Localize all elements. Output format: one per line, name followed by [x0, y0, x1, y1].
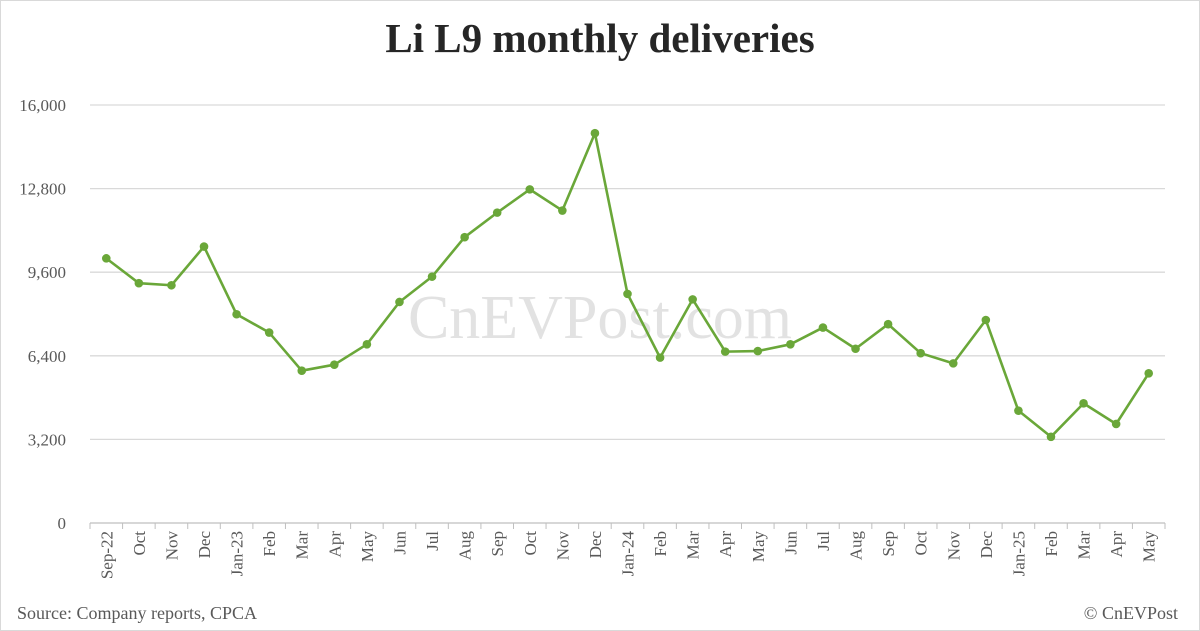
data-point	[492, 208, 502, 217]
data-point	[916, 348, 925, 358]
data-point	[623, 289, 632, 299]
data-point	[688, 295, 697, 304]
data-point	[167, 280, 176, 290]
x-tick-label: Mar	[1075, 531, 1094, 560]
data-point	[330, 360, 339, 369]
x-tick-label: Aug	[456, 531, 475, 561]
x-tick-label: Apr	[716, 531, 735, 558]
x-tick-label: Oct	[912, 531, 931, 556]
x-tick-label: Feb	[260, 531, 279, 557]
data-point	[753, 346, 763, 356]
data-point	[558, 206, 567, 215]
y-tick-label: 9,600	[28, 263, 66, 282]
x-tick-label: Feb	[651, 531, 670, 557]
data-point	[851, 344, 860, 354]
x-tick-label: Nov	[162, 531, 181, 561]
watermark: CnEVPost.com	[408, 284, 792, 352]
data-point	[1014, 406, 1023, 415]
data-point	[199, 242, 209, 251]
x-tick-label: Sep-22	[97, 531, 116, 579]
y-tick-label: 3,200	[28, 430, 66, 449]
data-point	[720, 347, 730, 356]
x-tick-label: Sep	[488, 531, 507, 557]
y-tick-label: 6,400	[28, 347, 66, 366]
data-point	[1046, 432, 1056, 442]
y-tick-label: 16,000	[19, 96, 66, 115]
x-tick-label: May	[1140, 531, 1159, 563]
y-tick-label: 12,800	[19, 180, 66, 199]
x-tick-label: Jun	[781, 531, 800, 555]
data-point	[818, 323, 828, 332]
x-tick-label: Apr	[325, 531, 344, 558]
x-tick-label: Jan-25	[1009, 531, 1028, 576]
x-tick-label: Sep	[879, 531, 898, 557]
x-tick-label: Feb	[1042, 531, 1061, 557]
y-tick-label: 0	[58, 514, 67, 533]
data-point	[395, 297, 404, 307]
x-tick-label: Jan-23	[228, 531, 247, 576]
data-point	[786, 340, 795, 349]
data-point	[948, 359, 958, 368]
x-tick-label: Oct	[521, 531, 540, 556]
data-point	[590, 128, 600, 138]
x-tick-label: Jul	[423, 531, 442, 551]
x-tick-label: Dec	[195, 531, 214, 559]
x-tick-label: Jul	[814, 531, 833, 551]
x-tick-label: Mar	[684, 531, 703, 560]
x-tick-label: Apr	[1107, 531, 1126, 558]
data-point	[101, 254, 111, 263]
x-tick-label: Oct	[130, 531, 149, 556]
x-tick-label: Nov	[944, 531, 963, 561]
source-note: Source: Company reports, CPCA	[17, 603, 257, 623]
data-point	[655, 353, 665, 362]
x-tick-label: Jun	[390, 531, 409, 555]
data-point	[427, 272, 437, 281]
data-point	[134, 278, 144, 288]
data-point	[883, 319, 893, 329]
data-point	[981, 315, 991, 325]
x-tick-label: May	[749, 531, 768, 563]
data-point	[362, 340, 372, 349]
data-point	[1144, 369, 1154, 378]
data-point	[1111, 419, 1121, 429]
data-point	[1079, 399, 1088, 408]
data-point	[297, 366, 307, 375]
chart-title: Li L9 monthly deliveries	[385, 15, 815, 61]
x-tick-label: May	[358, 531, 377, 563]
x-tick-label: Mar	[293, 531, 312, 560]
x-tick-label: Aug	[847, 531, 866, 561]
x-tick-label: Dec	[586, 531, 605, 559]
x-tick-label: Nov	[553, 531, 572, 561]
x-tick-label: Dec	[977, 531, 996, 559]
data-point	[525, 185, 535, 194]
x-tick-label: Jan-24	[619, 531, 638, 577]
data-point	[460, 232, 469, 242]
data-point	[232, 309, 241, 319]
data-point	[264, 328, 274, 337]
copyright-note: © CnEVPost	[1083, 603, 1178, 623]
